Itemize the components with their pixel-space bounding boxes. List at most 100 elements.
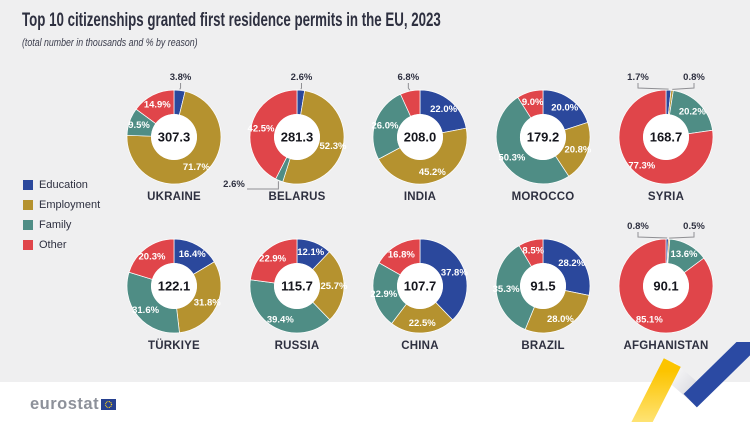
slice-label: 50.3% (498, 152, 525, 163)
slice-label: 16.8% (388, 249, 415, 260)
country-label-india: INDIA (403, 191, 437, 203)
slice-label: 16.4% (179, 249, 206, 260)
callout-leader-line (672, 83, 695, 90)
slice-label: 39.4% (267, 314, 294, 325)
slice-label: 22.9% (259, 253, 286, 264)
country-label-ukraine: UKRAINE (147, 191, 201, 203)
slice-label: 28.2% (558, 258, 585, 269)
footer-bar: eurostat (0, 382, 750, 422)
slice-label: 20.0% (551, 102, 578, 113)
slice-label: 8.5% (522, 246, 544, 257)
slice-callout-label: 0.5% (683, 221, 705, 232)
legend-item-education: Education (23, 175, 100, 195)
slice-label: 85.1% (636, 314, 663, 325)
donut-hole (397, 263, 443, 309)
legend-label: Education (39, 179, 88, 191)
slice-label: 20.3% (139, 252, 166, 263)
slice-label: 35.3% (493, 284, 520, 295)
slice-callout-label: 2.6% (223, 179, 245, 190)
slice-label: 20.2% (679, 106, 706, 117)
page-title: Top 10 citizenships granted first reside… (22, 10, 441, 31)
total-value: 90.1 (653, 279, 678, 294)
slice-label: 9.5% (128, 120, 150, 131)
callout-leader-line (637, 232, 668, 239)
legend-item-other: Other (23, 235, 100, 255)
country-label-morocco: MOROCCO (511, 191, 575, 203)
legend-item-family: Family (23, 215, 100, 235)
slice-label: 45.2% (419, 167, 446, 178)
donut-hole (520, 263, 566, 309)
slice-label: 52.3% (320, 141, 347, 152)
total-value: 122.1 (158, 279, 191, 294)
slice-callout-label: 3.8% (170, 72, 192, 83)
total-value: 179.2 (527, 130, 560, 145)
legend-label: Family (39, 219, 72, 231)
country-label-belarus: BELARUS (268, 191, 326, 203)
donut-chart-türkiye: 16.4% 31.8% 31.6% 20.3% 122.1 (126, 238, 222, 334)
other-swatch (23, 240, 33, 250)
callout-leader-line (300, 83, 302, 90)
total-value: 281.3 (281, 130, 314, 145)
donut-hole (397, 114, 443, 160)
slice-label: 20.8% (564, 145, 591, 156)
employment-swatch (23, 200, 33, 210)
slice-label: 22.0% (430, 104, 457, 115)
slice-label: 22.5% (409, 318, 436, 329)
callout-leader-line (247, 181, 279, 190)
slice-label: 26.0% (371, 120, 398, 131)
slice-label: 71.7% (183, 162, 210, 173)
donut-hole (274, 263, 320, 309)
legend: Education Employment Family Other (23, 175, 100, 255)
country-label-syria: SYRIA (647, 191, 685, 203)
donut-chart-russia: 12.1% 25.7% 39.4% 22.9% 115.7 (249, 238, 348, 334)
family-swatch (23, 220, 33, 230)
total-value: 208.0 (404, 130, 437, 145)
legend-label: Employment (39, 199, 101, 211)
donut-chart-brazil: 28.2% 28.0% 35.3% 8.5% 91.5 (493, 238, 591, 334)
donut-hole (643, 114, 689, 160)
country-label-brazil: BRAZIL (521, 340, 565, 352)
callout-leader-line (407, 83, 411, 91)
country-label-türkiye: TÜRKIYE (148, 340, 200, 352)
donut-chart-india: 6.8% 22.0% 45.2% 26.0% 208.0 (371, 72, 468, 185)
slice-label: 28.0% (547, 314, 574, 325)
donut-chart-morocco: 20.0% 20.8% 50.3% 9.0% 179.2 (495, 89, 592, 185)
slice-label: 37.8% (441, 267, 468, 278)
slice-label: 14.9% (144, 99, 171, 110)
donut-chart-syria: 1.7% 0.8% 20.2% 77.3% 168.7 (618, 72, 714, 185)
slice-label: 22.9% (370, 289, 397, 300)
slice-callout-label: 2.6% (291, 72, 313, 83)
slice-callout-label: 0.8% (627, 221, 649, 232)
total-value: 307.3 (158, 130, 191, 145)
total-value: 107.7 (404, 279, 437, 294)
donut-chart-china: 37.8% 22.5% 22.9% 16.8% 107.7 (370, 238, 468, 334)
total-value: 91.5 (530, 279, 555, 294)
slice-label: 77.3% (628, 160, 655, 171)
slice-label: 42.5% (248, 124, 275, 135)
total-value: 115.7 (281, 279, 313, 294)
callout-leader-line (669, 232, 695, 239)
donut-chart-afghanistan: 0.8% 0.5% 13.6% 85.1% 90.1 (618, 221, 714, 334)
eu-flag-icon (101, 399, 116, 410)
slice-label: 31.6% (132, 305, 159, 316)
donut-hole (151, 263, 197, 309)
slice-callout-label: 1.7% (627, 72, 649, 83)
legend-label: Other (39, 239, 67, 251)
callout-leader-line (179, 83, 182, 90)
slice-label: 25.7% (321, 281, 348, 292)
page-subtitle: (total number in thousands and % by reas… (22, 37, 198, 49)
slice-label: 9.0% (522, 97, 544, 108)
donut-chart-belarus: 2.6% 2.6% 52.3% 42.5% 281.3 (223, 72, 347, 190)
slice-callout-label: 6.8% (398, 72, 420, 83)
education-swatch (23, 180, 33, 190)
slice-label: 13.6% (671, 249, 698, 260)
donut-chart-ukraine: 3.8% 71.7% 9.5% 14.9% 307.3 (126, 72, 222, 185)
slice-label: 12.1% (297, 247, 324, 258)
slice-callout-label: 0.8% (683, 72, 705, 83)
country-label-russia: RUSSIA (274, 340, 320, 352)
total-value: 168.7 (650, 130, 683, 145)
ribbon-decoration (631, 342, 750, 422)
donut-hole (151, 114, 197, 160)
country-label-china: CHINA (401, 340, 439, 352)
